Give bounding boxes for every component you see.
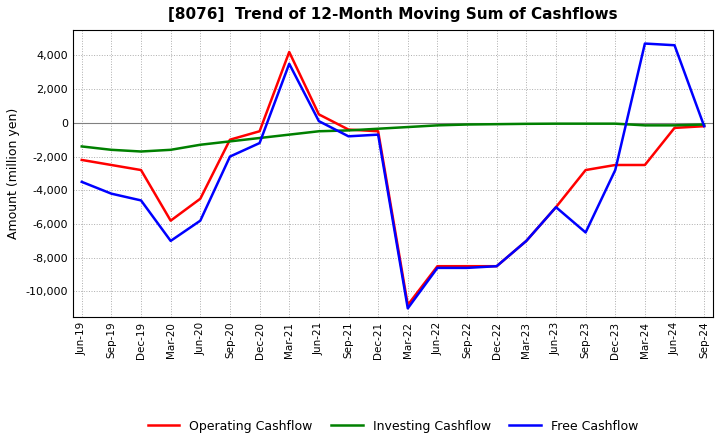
Free Cashflow [611,167,620,172]
Investing Cashflow [315,128,323,134]
Free Cashflow [196,218,204,223]
Operating Cashflow [285,49,294,55]
Operating Cashflow [641,162,649,168]
Investing Cashflow [256,136,264,141]
Operating Cashflow [166,218,175,223]
Investing Cashflow [403,125,412,130]
Operating Cashflow [700,124,708,129]
Operating Cashflow [256,128,264,134]
Y-axis label: Amount (million yen): Amount (million yen) [7,108,20,239]
Line: Investing Cashflow: Investing Cashflow [82,124,704,151]
Investing Cashflow [137,149,145,154]
Operating Cashflow [225,137,234,142]
Line: Free Cashflow: Free Cashflow [82,44,704,308]
Free Cashflow [344,134,353,139]
Investing Cashflow [611,121,620,126]
Operating Cashflow [552,205,560,210]
Investing Cashflow [374,126,382,132]
Operating Cashflow [374,128,382,134]
Operating Cashflow [403,302,412,308]
Free Cashflow [581,230,590,235]
Free Cashflow [137,198,145,203]
Free Cashflow [107,191,116,196]
Legend: Operating Cashflow, Investing Cashflow, Free Cashflow: Operating Cashflow, Investing Cashflow, … [143,415,643,438]
Free Cashflow [552,205,560,210]
Free Cashflow [225,154,234,159]
Free Cashflow [166,238,175,243]
Title: [8076]  Trend of 12-Month Moving Sum of Cashflows: [8076] Trend of 12-Month Moving Sum of C… [168,7,618,22]
Investing Cashflow [166,147,175,152]
Operating Cashflow [463,264,472,269]
Investing Cashflow [522,121,531,126]
Free Cashflow [403,306,412,311]
Operating Cashflow [78,157,86,162]
Operating Cashflow [670,125,679,131]
Investing Cashflow [225,139,234,144]
Operating Cashflow [107,162,116,168]
Investing Cashflow [641,123,649,128]
Investing Cashflow [492,121,501,127]
Operating Cashflow [137,167,145,172]
Free Cashflow [433,265,442,271]
Operating Cashflow [433,264,442,269]
Investing Cashflow [78,144,86,149]
Free Cashflow [700,124,708,129]
Free Cashflow [256,140,264,146]
Free Cashflow [315,118,323,124]
Free Cashflow [641,41,649,46]
Investing Cashflow [552,121,560,126]
Investing Cashflow [433,123,442,128]
Investing Cashflow [196,142,204,147]
Investing Cashflow [463,122,472,127]
Operating Cashflow [492,264,501,269]
Operating Cashflow [522,238,531,243]
Operating Cashflow [196,196,204,202]
Free Cashflow [492,264,501,269]
Investing Cashflow [285,132,294,137]
Investing Cashflow [670,123,679,128]
Operating Cashflow [315,112,323,117]
Free Cashflow [285,61,294,66]
Free Cashflow [670,43,679,48]
Free Cashflow [522,238,531,243]
Investing Cashflow [581,121,590,126]
Investing Cashflow [700,122,708,127]
Line: Operating Cashflow: Operating Cashflow [82,52,704,305]
Free Cashflow [463,265,472,271]
Investing Cashflow [344,128,353,133]
Free Cashflow [374,132,382,137]
Operating Cashflow [581,167,590,172]
Free Cashflow [78,179,86,184]
Operating Cashflow [344,127,353,132]
Operating Cashflow [611,162,620,168]
Investing Cashflow [107,147,116,152]
